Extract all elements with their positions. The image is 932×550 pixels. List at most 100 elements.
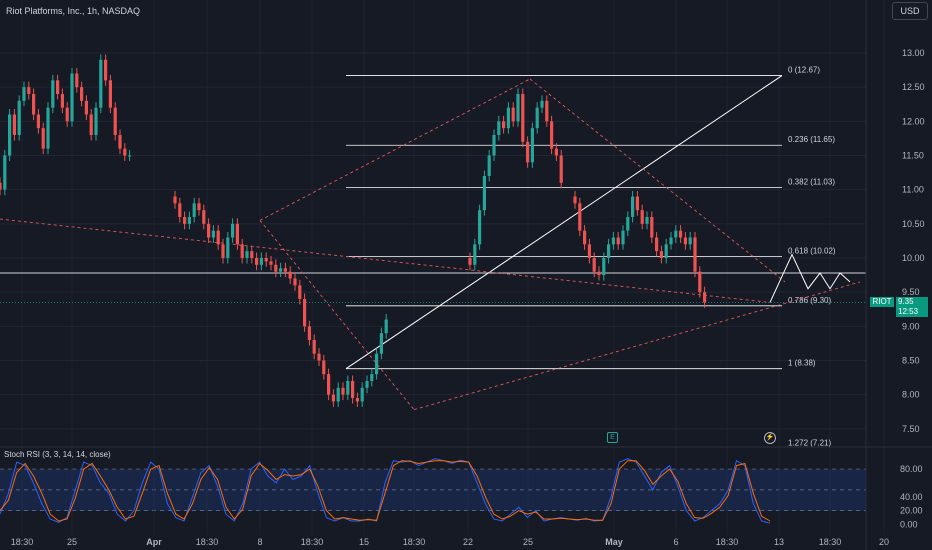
candle-body — [540, 100, 544, 108]
time-tick-label: 13 — [774, 537, 784, 547]
candle-body — [207, 223, 211, 238]
fib-level-label: 0.382 (11.03) — [788, 178, 835, 187]
candle-body — [592, 257, 596, 272]
time-tick-label: 22 — [463, 537, 473, 547]
candle-body — [478, 210, 482, 245]
fib-level-label: 1.272 (7.21) — [788, 439, 831, 448]
time-tick-label: 18:30 — [819, 537, 842, 547]
price-tick-label: 12.50 — [902, 82, 925, 92]
dividend-icon[interactable]: ⚡ — [764, 432, 776, 444]
candle-body — [583, 230, 587, 245]
candle-body — [506, 107, 510, 129]
candle-body — [526, 141, 530, 163]
candle-body — [645, 216, 649, 224]
candle-body — [46, 107, 50, 149]
projection-path — [769, 253, 851, 303]
candle-body — [370, 374, 374, 381]
candle-body — [104, 59, 108, 81]
symbol-tag: RIOT — [870, 297, 894, 307]
candle-body — [655, 237, 659, 252]
candle-body — [235, 223, 239, 245]
candle-body — [89, 114, 93, 135]
trendline-upper-broad — [0, 218, 771, 303]
price-tick-label: 12.00 — [902, 116, 925, 126]
candle-body — [375, 353, 379, 375]
stoch-tick-label: 80.00 — [900, 464, 923, 474]
time-tick-label: 18:30 — [11, 537, 34, 547]
candle-body — [365, 380, 369, 388]
price-candles — [0, 54, 707, 407]
fib-level-label: 0 (12.67) — [788, 66, 820, 75]
candle-body — [274, 264, 278, 272]
earnings-icon[interactable]: E — [607, 432, 618, 443]
candle-body — [559, 155, 563, 183]
price-tick-label: 11.00 — [902, 185, 924, 195]
grid-lines — [0, 0, 885, 535]
candle-body — [240, 244, 244, 258]
price-tick-label: 8.50 — [902, 355, 920, 365]
candle-body — [698, 271, 702, 293]
candle-body — [379, 333, 383, 354]
candle-body — [70, 73, 74, 122]
candle-body — [679, 230, 683, 238]
fib-level-label: 0.786 (9.30) — [788, 296, 831, 305]
candle-body — [587, 244, 591, 258]
candle-body — [351, 380, 355, 399]
candle-body — [279, 268, 283, 272]
candle-body — [211, 230, 215, 238]
candle-body — [312, 339, 316, 354]
candle-body — [226, 237, 230, 258]
time-tick-label: 18:30 — [716, 537, 739, 547]
candle-body — [336, 387, 340, 402]
price-tick-label: 10.00 — [902, 253, 925, 263]
candle-body — [331, 394, 335, 402]
stoch-rsi-lines — [0, 458, 771, 524]
stoch-tick-label: 0.00 — [900, 520, 918, 530]
candle-body — [573, 196, 577, 204]
candle-body — [650, 216, 654, 238]
candle-body — [202, 210, 206, 224]
candle-body — [221, 244, 225, 258]
currency-button[interactable]: USD — [892, 2, 928, 20]
candle-body — [56, 80, 60, 94]
candle-body — [550, 121, 554, 149]
candle-body — [693, 237, 697, 272]
candle-body — [341, 387, 345, 395]
price-tick-label: 9.00 — [902, 321, 920, 331]
candle-body — [245, 251, 249, 258]
candle-body — [8, 114, 12, 156]
candle-body — [99, 59, 103, 108]
time-tick-label: 18:30 — [301, 537, 324, 547]
candle-body — [545, 100, 549, 122]
oscillator-label: Stoch RSI (3, 3, 14, 14, close) — [4, 450, 111, 459]
time-tick-label: 20 — [879, 537, 889, 547]
candle-body — [173, 196, 177, 204]
candle-body — [128, 155, 132, 157]
candle-body — [511, 107, 515, 122]
candle-body — [578, 203, 582, 231]
channel-bottom-right — [413, 281, 861, 411]
candle-body — [32, 93, 36, 115]
candle-body — [635, 196, 639, 211]
fib-retracement: 0 (12.67) 0.236 (11.65) 0.382 (11.03) 0.618… — [0, 66, 866, 448]
candle-body — [683, 237, 687, 245]
candle-body — [65, 107, 69, 122]
candle-body — [22, 87, 26, 101]
candle-body — [298, 285, 302, 299]
fib-level-label: 0.236 (11.65) — [788, 135, 835, 144]
candle-body — [183, 216, 187, 224]
candle-body — [259, 257, 263, 265]
candle-body — [80, 87, 84, 101]
candle-body — [327, 374, 331, 395]
candle-body — [27, 87, 31, 94]
time-tick-label: 18:30 — [403, 537, 426, 547]
candle-body — [521, 93, 525, 142]
candle-body — [108, 80, 112, 108]
trend-drawings — [0, 75, 861, 411]
candle-body — [616, 237, 620, 245]
candle-body — [631, 196, 635, 217]
candle-body — [197, 203, 201, 211]
stoch-d-line — [0, 460, 771, 522]
candle-body — [473, 244, 477, 265]
